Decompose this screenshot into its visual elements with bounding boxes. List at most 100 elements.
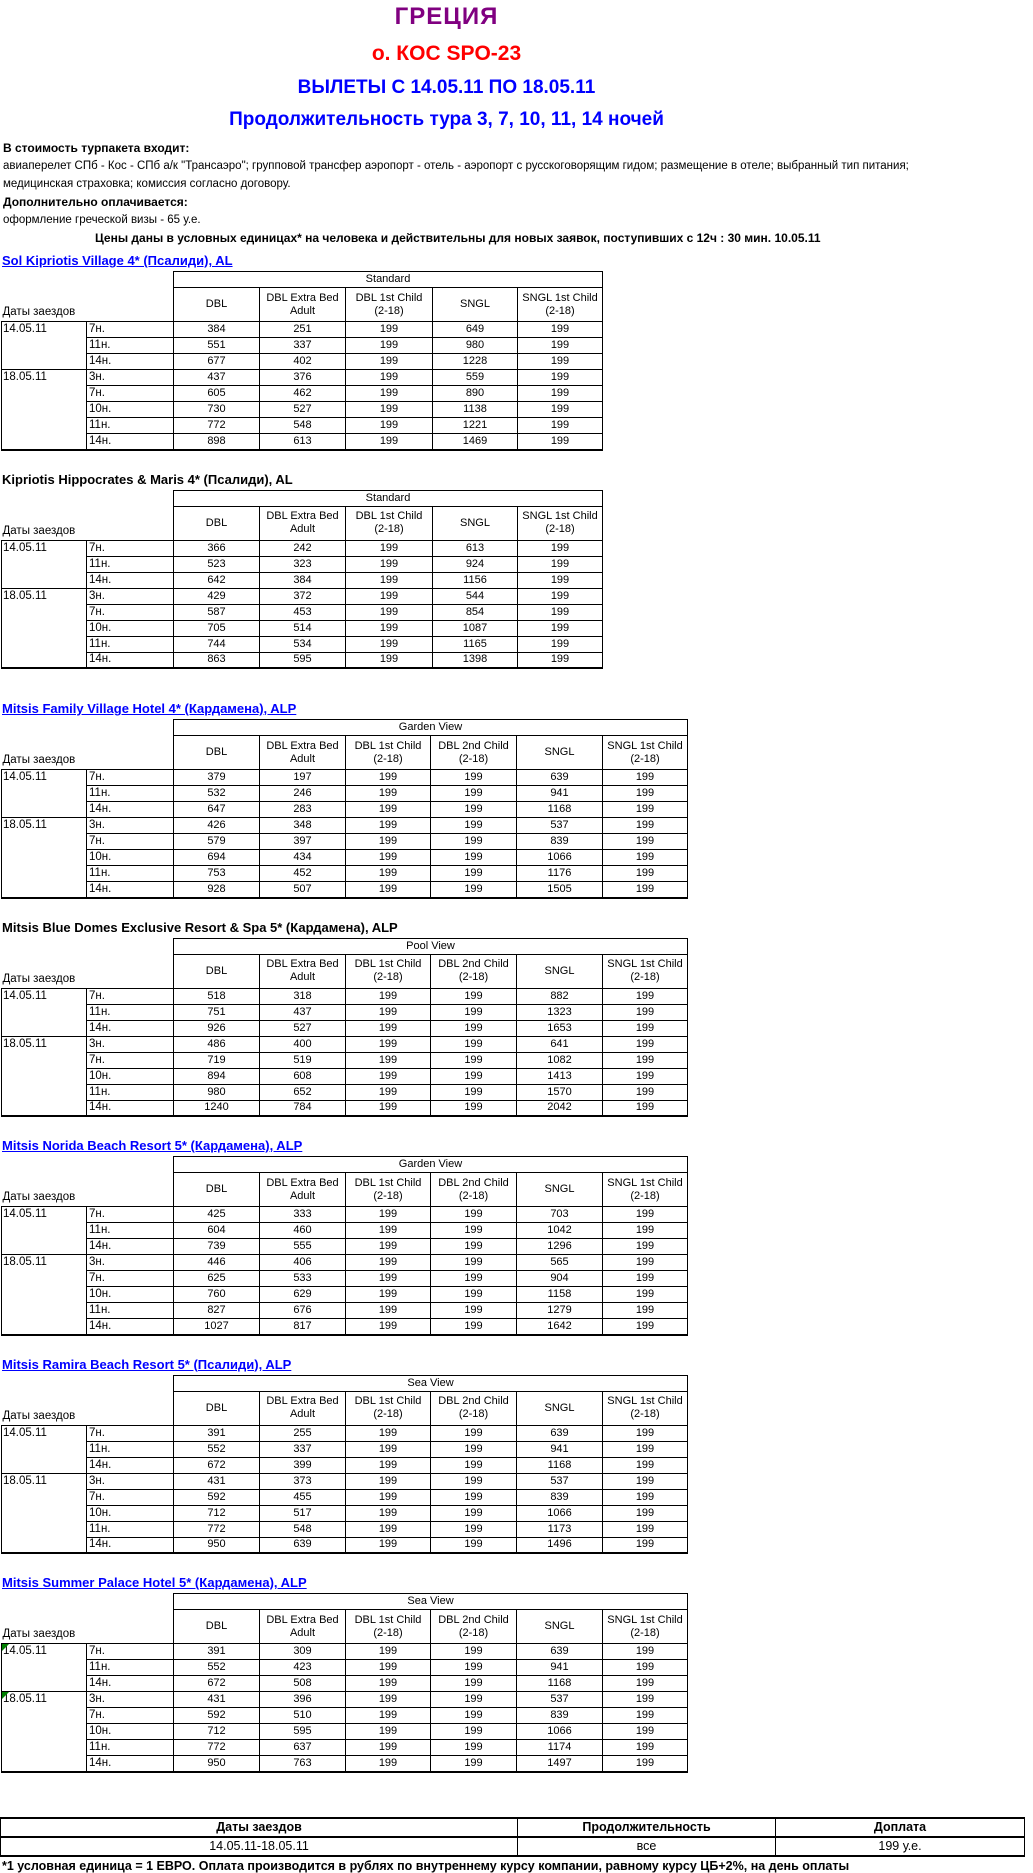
price-row: 10н. 894 608 199 199 1413 199 [2,1067,688,1085]
price-cell: 199 [345,1440,431,1458]
price-cell: 863 [173,651,260,669]
price-cell: 199 [517,369,603,386]
hotel-name-link[interactable]: Sol Kipriotis Village 4* (Псалиди), AL [2,253,233,268]
nights-cell: 11н. [86,555,174,573]
price-row: 14.05.11 7н. 391 255 199 199 639 199 [1,1424,688,1474]
price-cell: 652 [259,1083,346,1101]
nights-cell: 7н. [86,769,174,786]
column-header-row: Даты заездов DBL DBL Extra Bed Adult DBL 1s… [1,1172,688,1207]
nights-cell: 11н. [86,1739,174,1756]
price-cell: 1279 [516,1302,603,1319]
price-cell: 629 [259,1286,346,1303]
price-cell: 1240 [173,1099,260,1117]
price-cell: 199 [430,1206,517,1223]
price-cell: 199 [345,785,431,802]
price-cell: 199 [602,881,688,898]
document-header: ГРЕЦИЯ о. КОС SPO-23 ВЫЛЕТЫ С 14.05.11 П… [0,3,893,131]
price-cell: 1066 [516,849,603,866]
nights-cell: 10н. [86,849,174,866]
price-cell: 199 [602,1067,688,1085]
price-cell: 199 [602,1707,688,1724]
hotel-name-link[interactable]: Mitsis Ramira Beach Resort 5* (Псалиди),… [2,1356,292,1372]
nights-cell: 7н. [86,833,174,850]
price-cell: 199 [602,1051,688,1069]
nights-cell: 14н. [86,1318,174,1335]
price-cell: 839 [516,1707,603,1724]
price-cell: 1156 [432,571,518,589]
price-cell: 199 [602,769,688,786]
price-cell: 199 [345,1488,431,1506]
price-cell: 592 [173,1707,260,1724]
price-cell: 744 [173,635,260,653]
price-cell: 199 [430,769,517,786]
price-cell: 199 [430,1520,517,1538]
hotel-name-link[interactable]: Mitsis Family Village Hotel 4* (Кардамен… [2,701,297,716]
price-row: 18.05.11 3н. 431 373 199 199 537 199 [1,1472,688,1554]
column-header: SNGL [432,505,518,541]
price-cell: 199 [602,865,688,882]
price-table: Sea View Даты заездов DBL DBL Extra Bed Adu… [1,1374,688,1554]
price-cell: 199 [602,987,688,1005]
price-cell: 199 [602,1739,688,1756]
price-cell: 613 [432,539,518,557]
column-header: SNGL 1st Child (2-18) [602,1390,688,1426]
price-cell: 199 [517,337,603,354]
price-cell: 379 [173,769,260,786]
price-cell: 827 [173,1302,260,1319]
price-cell: 283 [259,801,346,818]
dates-label: Даты заездов [1,954,174,989]
price-cell: 199 [430,1254,517,1271]
price-cell: 199 [430,817,517,834]
price-cell: 199 [430,1051,517,1069]
price-cell: 882 [516,987,603,1005]
price-cell: 1158 [516,1286,603,1303]
price-cell: 199 [345,1270,431,1287]
country-title: ГРЕЦИЯ [394,3,499,30]
price-cell: 318 [259,987,346,1005]
price-cell: 199 [345,539,433,557]
price-cell: 199 [430,865,517,882]
column-header: DBL 2nd Child (2-18) [430,1390,517,1426]
nights-cell: 3н. [86,817,174,834]
price-cell: 199 [345,321,433,338]
nights-cell: 14н. [86,801,174,818]
hotel-name-link[interactable]: Mitsis Norida Beach Resort 5* (Кардамена… [2,1138,303,1153]
summary-header-surcharge: Доплата [775,1816,1025,1838]
column-header: SNGL 1st Child (2-18) [517,505,603,541]
price-cell: 534 [259,635,346,653]
checkin-date-cell: 14.05.11 [1,1424,87,1474]
price-cell: 552 [173,1659,260,1676]
spacer-cell [2,272,174,288]
price-row: 7н. 587 453 199 854 199 [2,603,603,621]
price-cell: 373 [259,1472,346,1490]
price-cell: 452 [259,865,346,882]
price-cell: 309 [259,1643,346,1660]
checkin-date-cell: 14.05.11 [1,539,87,589]
price-cell: 199 [430,849,517,866]
price-row: 14.05.11 7н. 391 309 199 199 639 199 [1,1643,688,1692]
price-cell: 199 [602,1723,688,1740]
checkin-date-cell: 18.05.11 [1,1035,87,1117]
tour-code-title: о. КОС SPO-23 [371,42,522,65]
flight-dates-title: ВЫЛЕТЫ С 14.05.11 ПО 18.05.11 [297,77,596,98]
price-cell: 199 [430,1488,517,1506]
price-cell: 890 [432,385,518,402]
nights-cell: 11н. [86,865,174,882]
price-cell: 199 [602,1424,688,1442]
price-row: 7н. 592 455 199 199 839 199 [2,1488,688,1506]
price-cell: 199 [345,1472,431,1490]
price-cell: 199 [345,1222,431,1239]
price-cell: 199 [430,1286,517,1303]
price-cell: 941 [516,785,603,802]
price-row: 18.05.11 3н. 426 348 199 199 537 199 [1,817,688,898]
price-cell: 894 [173,1067,260,1085]
price-cell: 199 [517,385,603,402]
price-cell: 199 [345,1691,431,1708]
hotel-name-link[interactable]: Mitsis Summer Palace Hotel 5* (Кардамена… [2,1575,307,1590]
price-row: 11н. 751 437 199 199 1323 199 [2,1003,688,1021]
spacer-cell [2,1594,174,1610]
price-cell: 527 [259,401,346,418]
price-row: 14н. 642 384 199 1156 199 [2,571,603,589]
price-cell: 199 [345,1019,431,1037]
price-row: 14н. 863 595 199 1398 199 [2,651,603,669]
